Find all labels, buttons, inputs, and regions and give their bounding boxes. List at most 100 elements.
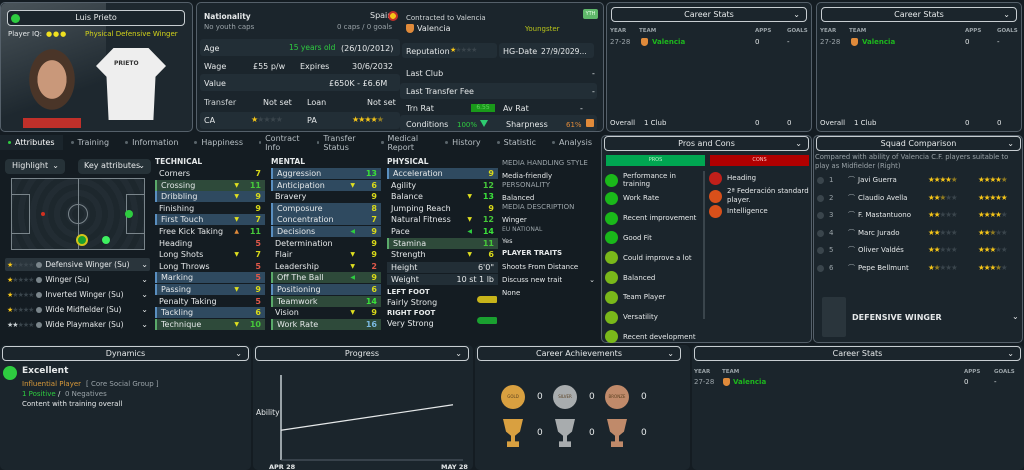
squad-comparison-header[interactable]: Squad Comparison ⌄ xyxy=(816,136,1021,151)
attribute-row[interactable]: Determination 9 xyxy=(271,238,381,249)
player-name-field[interactable]: Luis Prieto xyxy=(7,10,185,26)
role-row[interactable]: ★★★★★ Inverted Winger (Su) ⌄ xyxy=(5,288,150,301)
role-row[interactable]: ★★★★★ Wide Midfielder (Su) ⌄ xyxy=(5,303,150,316)
tab-label: Analysis xyxy=(559,138,592,147)
role-row[interactable]: ★★★★★ Wide Playmaker (Su) ⌄ xyxy=(5,318,150,331)
attribute-row[interactable]: Acceleration 9 xyxy=(387,168,498,179)
tab-statistic[interactable]: Statistic xyxy=(489,135,544,150)
pros-cons-header[interactable]: Pros and Cons ⌄ xyxy=(604,136,809,151)
attribute-row[interactable]: Natural Fitness ▼ 12 xyxy=(387,214,498,225)
attribute-row[interactable]: Technique ▼ 10 xyxy=(155,318,265,330)
attribute-row[interactable]: Aggression 13 xyxy=(271,168,381,179)
select-radio[interactable] xyxy=(817,194,824,202)
attribute-row[interactable]: Tackling 6 xyxy=(155,307,265,319)
career-stats-header[interactable]: Career Stats ⌄ xyxy=(821,7,1017,22)
attribute-row[interactable]: Agility 12 xyxy=(387,180,498,191)
achievements-header[interactable]: Career Achievements ⌄ xyxy=(477,346,681,361)
tab-happiness[interactable]: Happiness xyxy=(186,135,251,150)
attribute-row[interactable]: Strength ▼ 6 xyxy=(387,249,498,260)
tab-history[interactable]: History xyxy=(437,135,488,150)
attribute-row[interactable]: First Touch ▼ 7 xyxy=(155,214,265,226)
tab-attributes[interactable]: Attributes xyxy=(0,135,63,150)
trend-down-icon: ▼ xyxy=(467,193,472,201)
tab-transfer-status[interactable]: Transfer Status xyxy=(309,134,373,152)
select-radio[interactable] xyxy=(817,247,824,254)
attribute-name: Decisions xyxy=(277,227,316,236)
team-link[interactable]: Valencia xyxy=(733,378,767,386)
sharpness-label: Sharpness xyxy=(506,120,548,129)
tab-medical-report[interactable]: Medical Report xyxy=(373,134,437,152)
select-radio[interactable] xyxy=(817,212,824,219)
attribute-row[interactable]: Concentration 7 xyxy=(271,214,381,226)
attribute-row[interactable]: Stamina 11 xyxy=(387,237,498,249)
career-stats-header[interactable]: Career Stats ⌄ xyxy=(694,346,1021,361)
select-radio[interactable] xyxy=(817,264,824,272)
attribute-row[interactable]: Dribbling ▼ 9 xyxy=(155,191,265,203)
select-radio[interactable] xyxy=(817,177,824,184)
tab-training[interactable]: Training xyxy=(63,135,118,150)
attribute-row[interactable]: Corners 7 xyxy=(155,168,265,179)
attribute-row[interactable]: Long Throws 5 xyxy=(155,261,265,272)
attribute-row[interactable]: Long Shots ▼ 7 xyxy=(155,249,265,260)
chevron-down-icon[interactable]: ⌄ xyxy=(141,260,148,269)
dynamics-header[interactable]: Dynamics ⌄ xyxy=(2,346,249,361)
attribute-row[interactable]: Heading 5 xyxy=(155,238,265,249)
chevron-down-icon[interactable]: ⌄ xyxy=(141,305,148,314)
attribute-row[interactable]: Bravery 9 xyxy=(271,191,381,202)
tab-analysis[interactable]: Analysis xyxy=(544,135,600,150)
attribute-row[interactable]: Finishing 9 xyxy=(155,203,265,214)
team-link[interactable]: Valencia xyxy=(862,38,896,46)
shirt-name: PRIETO xyxy=(114,60,139,67)
role-row[interactable]: ★★★★★ Defensive Winger (Su) ⌄ xyxy=(5,258,150,271)
attribute-row[interactable]: Marking 5 xyxy=(155,272,265,284)
role-row[interactable]: ★★★★★ Winger (Su) ⌄ xyxy=(5,273,150,286)
player-name[interactable]: Marc Jurado xyxy=(858,228,900,237)
pros-scrollbar[interactable] xyxy=(703,171,705,319)
key-attributes-dropdown[interactable]: Key attributes ⌄ xyxy=(78,159,151,174)
attribute-row[interactable]: Jumping Reach 9 xyxy=(387,203,498,214)
team-link[interactable]: Valencia xyxy=(652,38,686,46)
player-name[interactable]: Javi Guerra xyxy=(858,176,897,184)
attribute-row[interactable]: Passing ▼ 9 xyxy=(155,284,265,295)
club-link[interactable]: Valencia xyxy=(417,24,451,33)
career-stats-header[interactable]: Career Stats ⌄ xyxy=(611,7,807,22)
attribute-row[interactable]: Teamwork 14 xyxy=(271,295,381,307)
chevron-down-icon[interactable]: ⌄ xyxy=(141,320,148,329)
year: 27-28 xyxy=(610,38,631,46)
attribute-row[interactable]: Decisions ◀ 9 xyxy=(271,226,381,237)
tab-information[interactable]: Information xyxy=(117,135,186,150)
progress-header[interactable]: Progress ⌄ xyxy=(255,346,469,361)
attribute-row[interactable]: Off The Ball ◀ 9 xyxy=(271,272,381,284)
attribute-row[interactable]: Work Rate 16 xyxy=(271,318,381,330)
tab-contract-info[interactable]: Contract Info xyxy=(251,134,309,152)
attribute-value: 6 xyxy=(488,250,494,260)
position-dropdown-label[interactable]: DEFENSIVE WINGER xyxy=(852,313,942,322)
select-radio[interactable] xyxy=(817,229,824,237)
player-name[interactable]: Claudio Avella xyxy=(858,193,908,202)
highlight-dropdown[interactable]: Highlight ⌄ xyxy=(5,159,65,174)
attribute-row[interactable]: Vision ▼ 9 xyxy=(271,307,381,318)
x-tick-label: APR 28 xyxy=(269,463,296,470)
player-name[interactable]: F. Mastantuono xyxy=(858,211,911,219)
attribute-row[interactable]: Pace ◀ 14 xyxy=(387,226,498,237)
player-name[interactable]: Pepe Bellmunt xyxy=(858,263,909,272)
player-name[interactable]: Oliver Valdés xyxy=(858,246,904,254)
chevron-down-icon[interactable]: ⌄ xyxy=(141,290,148,299)
attribute-row[interactable]: Penalty Taking 5 xyxy=(155,296,265,307)
attribute-row[interactable]: Positioning 6 xyxy=(271,284,381,295)
attribute-row[interactable]: Leadership ▼ 2 xyxy=(271,261,381,272)
career-achievements-panel: Career Achievements ⌄ GOLD 0 0 SILVER 0 0 BRONZ… xyxy=(475,345,690,470)
attribute-row[interactable]: Free Kick Taking ▲ 11 xyxy=(155,226,265,237)
attribute-row[interactable]: Balance ▼ 13 xyxy=(387,191,498,202)
role-stars: ★★★★★ xyxy=(7,275,34,284)
discuss-trait-label: Discuss new trait xyxy=(502,276,563,284)
attribute-row[interactable]: Crossing ▼ 11 xyxy=(155,179,265,191)
discuss-trait-dropdown[interactable]: Discuss new trait ⌄ xyxy=(502,276,597,284)
attribute-row[interactable]: Composure 8 xyxy=(271,202,381,214)
pro-label: Balanced xyxy=(623,273,656,282)
attribute-row[interactable]: Flair ▼ 9 xyxy=(271,249,381,260)
chevron-down-icon[interactable]: ⌄ xyxy=(141,275,148,284)
chevron-down-icon[interactable]: ⌄ xyxy=(1012,312,1019,321)
attribute-row[interactable]: Anticipation ▼ 6 xyxy=(271,179,381,191)
col-goals: GOALS xyxy=(997,28,1018,34)
